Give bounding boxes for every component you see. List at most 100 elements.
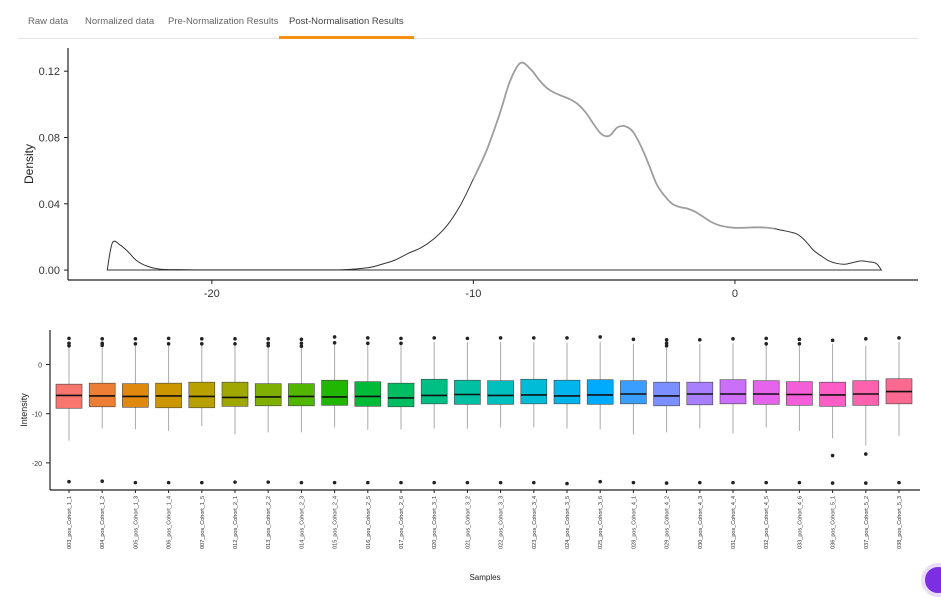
- outlier-point: [598, 335, 602, 339]
- tab-label: Post-Normalisation Results: [289, 16, 404, 27]
- outlier-point: [100, 479, 104, 483]
- outlier-point: [332, 480, 337, 485]
- result-tabs: Raw data Normalized data Pre-Normalizati…: [18, 8, 918, 39]
- outlier-point: [399, 336, 403, 341]
- box: [288, 383, 315, 407]
- box: [719, 379, 747, 405]
- outlier-point: [664, 481, 669, 485]
- tab-raw-data[interactable]: Raw data: [28, 8, 68, 37]
- box: [852, 380, 880, 406]
- outlier-point: [830, 481, 835, 485]
- outlier-point: [565, 481, 569, 486]
- x-tick-label: -10: [465, 288, 481, 300]
- x-tick-label: 024_pos_Cohort_3_5: [565, 496, 571, 549]
- x-tick-label: 033_pos_Cohort_4_6: [797, 496, 803, 549]
- box: [620, 380, 647, 405]
- outlier-point: [532, 336, 536, 340]
- outlier-point: [598, 479, 602, 484]
- outlier-point: [830, 453, 835, 458]
- outlier-point: [698, 338, 702, 342]
- outlier-point: [797, 480, 802, 485]
- x-tick-label: 038_pos_Cohort_5_3: [897, 496, 903, 549]
- x-tick-label: 030_pos_Cohort_4_3: [698, 496, 704, 549]
- y-tick-label: 0.12: [39, 66, 60, 78]
- tab-label: Raw data: [28, 16, 69, 27]
- x-tick-label: -20: [204, 288, 220, 300]
- x-tick-label: 004_pos_Cohort_1_2: [100, 496, 106, 549]
- outlier-point: [366, 341, 370, 346]
- outlier-point: [532, 480, 536, 485]
- intensity-boxplot-chart: -20 -10 0 Intensity 003_pos_Cohort_1_1 004_po…: [19, 330, 920, 582]
- outlier-point: [266, 341, 271, 346]
- y-tick-label: 0.08: [39, 132, 60, 144]
- outlier-point: [664, 343, 669, 348]
- x-tick-label: 021_pos_Cohort_3_2: [465, 496, 471, 549]
- outlier-point: [100, 343, 104, 348]
- outlier-point: [166, 336, 171, 341]
- outlier-point: [332, 341, 337, 345]
- outlier-point: [67, 336, 71, 341]
- x-tick-label: 015_pos_Cohort_2_4: [333, 496, 339, 549]
- box: [221, 381, 249, 407]
- outlier-point: [166, 341, 171, 346]
- tab-post-normalisation-results[interactable]: Post-Normalisation Results: [279, 8, 414, 39]
- x-axis-label: Samples: [469, 573, 500, 582]
- outlier-point: [664, 341, 669, 346]
- density-curve-highlight: [472, 61, 775, 230]
- outlier-point: [864, 452, 868, 456]
- outlier-point: [266, 343, 271, 348]
- x-tick-label: 028_pos_Cohort_4_1: [631, 496, 637, 549]
- outlier-point: [100, 337, 104, 341]
- tab-pre-normalization-results[interactable]: Pre-Normalization Results: [168, 8, 278, 37]
- y-tick-label: -20: [32, 461, 42, 468]
- outlier-point: [631, 480, 636, 485]
- outlier-point: [266, 480, 271, 484]
- x-tick-label: 029_pos_Cohort_4_2: [665, 496, 671, 549]
- chat-widget-button[interactable]: [921, 563, 941, 597]
- y-tick-label: 0.00: [39, 265, 60, 277]
- x-tick-label: 017_pos_Cohort_2_6: [399, 496, 405, 549]
- outlier-point: [366, 336, 370, 340]
- outlier-point: [797, 337, 802, 342]
- outlier-point: [399, 341, 403, 346]
- tab-normalized-data[interactable]: Normalized data: [85, 8, 154, 37]
- outlier-point: [299, 337, 304, 342]
- box: [752, 380, 780, 405]
- tab-label: Pre-Normalization Results: [168, 16, 279, 27]
- outlier-point: [731, 337, 735, 341]
- outlier-point: [133, 480, 138, 485]
- box: [420, 378, 448, 405]
- x-tick-label: 022_pos_Cohort_3_3: [499, 496, 505, 549]
- outlier-point: [432, 480, 437, 485]
- outlier-point: [830, 338, 835, 343]
- density-curve: [106, 62, 883, 271]
- outlier-point: [133, 337, 138, 341]
- tab-label: Normalized data: [85, 16, 155, 27]
- x-tick-label: 023_pos_Cohort_3_4: [532, 496, 538, 549]
- y-tick-label: 0.04: [39, 199, 60, 211]
- y-axis-label: Density: [22, 144, 36, 184]
- outlier-point: [698, 480, 702, 485]
- box: [653, 381, 680, 407]
- x-tick-label: 012_pos_Cohort_2_1: [233, 496, 239, 549]
- x-tick-label: 005_pos_Cohort_1_3: [133, 496, 139, 549]
- outlier-point: [498, 336, 503, 340]
- box: [354, 381, 382, 407]
- outlier-point: [233, 337, 237, 341]
- outlier-point: [200, 480, 204, 485]
- outlier-point: [764, 480, 768, 485]
- box: [88, 382, 116, 408]
- outlier-point: [864, 481, 868, 485]
- x-tick-label: 003_pos_Cohort_1_1: [67, 496, 73, 549]
- outlier-point: [233, 341, 237, 346]
- box: [520, 378, 548, 405]
- outlier-point: [565, 336, 569, 340]
- x-tick-label: 020_pos_Cohort_3_1: [432, 496, 438, 549]
- outlier-point: [266, 337, 271, 341]
- box: [321, 379, 348, 406]
- outlier-point: [233, 480, 237, 484]
- outlier-point: [299, 341, 304, 346]
- outlier-point: [764, 336, 768, 341]
- outlier-point: [864, 337, 868, 341]
- box: [188, 381, 216, 409]
